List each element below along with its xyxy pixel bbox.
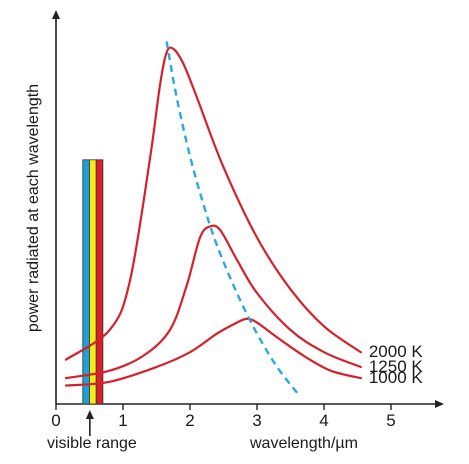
- series-line-1250-k: [64, 224, 362, 380]
- peak-trend-line: [165, 41, 299, 394]
- series-line-1000-k: [64, 317, 362, 387]
- peak-trend: [165, 41, 299, 394]
- x-tick-label-5: 5: [386, 411, 395, 430]
- x-ticks: 0 1 2 3 4 5: [51, 404, 396, 430]
- x-tick-label-3: 3: [252, 411, 261, 430]
- x-tick-label-2: 2: [185, 411, 194, 430]
- visible-range-label: visible range: [47, 435, 137, 452]
- series-label-1250-k: 1250 K: [369, 357, 424, 376]
- y-axis-label: power radiated at each wavelength: [25, 84, 42, 332]
- series-label-2000-k: 2000 K: [369, 342, 424, 361]
- visible-band: [82, 159, 104, 405]
- series-line-2000-k: [64, 46, 362, 361]
- x-tick-label-4: 4: [319, 411, 328, 430]
- x-tick-label-1: 1: [118, 411, 127, 430]
- x-axis-label: wavelength/µm: [249, 435, 358, 452]
- x-tick-label-0: 0: [51, 411, 60, 430]
- series-lines: [64, 46, 362, 387]
- visible-band-stripe-2: [95, 159, 104, 405]
- visible-band-stripe-1: [89, 159, 97, 405]
- series-label-1000-k: 1000 K: [369, 368, 424, 387]
- visible-band-stripe-0: [82, 159, 90, 405]
